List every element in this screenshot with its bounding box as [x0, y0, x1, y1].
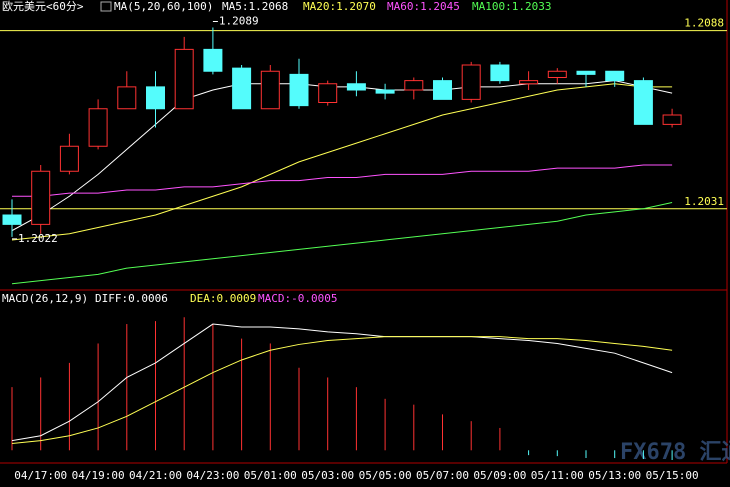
legend-entry: DIFF:0.0006	[95, 292, 168, 305]
x-tick-label: 05/05:00	[359, 469, 412, 482]
annotation: 1.2089	[219, 15, 259, 28]
x-tick-label: 05/11:00	[531, 469, 584, 482]
ma-line	[12, 164, 673, 197]
candle-body	[633, 80, 653, 125]
candle-body	[59, 145, 79, 172]
legend-entry: DEA:0.0009	[190, 292, 256, 305]
candle-body	[375, 89, 395, 94]
candle-body	[232, 67, 252, 110]
legend-entry: MA20:1.2070	[303, 0, 376, 13]
reference-label: 1.2031	[684, 195, 724, 208]
candle-body	[117, 86, 137, 110]
candle-body	[31, 170, 51, 225]
candle-body	[174, 48, 194, 110]
watermark: FX678 汇通网	[620, 440, 730, 465]
x-tick-label: 05/03:00	[301, 469, 354, 482]
legend-entry: MA5:1.2068	[222, 0, 288, 13]
x-tick-label: 04/19:00	[72, 469, 125, 482]
candle-body	[519, 80, 539, 85]
x-tick-label: 04/21:00	[129, 469, 182, 482]
candle-body	[260, 70, 280, 110]
candle-body	[146, 86, 165, 110]
x-tick-label: 05/09:00	[473, 469, 526, 482]
ma-line	[11, 80, 673, 232]
candle-body	[461, 64, 481, 100]
legend-entry: MACD:-0.0005	[258, 292, 337, 305]
candle-body	[404, 80, 424, 91]
candle-body	[2, 214, 22, 225]
x-tick-label: 04/17:00	[14, 469, 67, 482]
candle-body	[433, 80, 452, 100]
candle-body	[490, 64, 510, 82]
indicator-icon	[100, 1, 112, 12]
reference-label: 1.2088	[684, 17, 724, 30]
x-tick-label: 05/07:00	[416, 469, 469, 482]
candle-body	[605, 70, 625, 82]
indicator-label: MA(5,20,60,100)	[114, 0, 213, 13]
x-tick-label: 04/23:00	[186, 469, 239, 482]
annotation: 1.2022	[18, 232, 58, 245]
macd-title: MACD(26,12,9)	[2, 292, 88, 305]
x-tick-label: 05/13:00	[588, 469, 641, 482]
legend-entry: MA60:1.2045	[387, 0, 460, 13]
chart-title: 欧元美元<60分>	[2, 0, 84, 13]
candle-body	[662, 114, 682, 125]
legend-entry: MA100:1.2033	[472, 0, 551, 13]
x-tick-label: 05/01:00	[244, 469, 297, 482]
candle-body	[289, 73, 309, 107]
x-tick-label: 05/15:00	[646, 469, 699, 482]
ma-line	[11, 83, 673, 241]
candle-body	[346, 83, 366, 91]
candle-body	[318, 83, 338, 103]
candle-body	[203, 48, 223, 72]
candle-body	[547, 70, 567, 78]
macd-line	[11, 336, 673, 444]
candle-body	[88, 108, 108, 147]
macd-line	[11, 323, 673, 442]
ma-line	[11, 202, 673, 285]
candle-body	[576, 70, 596, 75]
